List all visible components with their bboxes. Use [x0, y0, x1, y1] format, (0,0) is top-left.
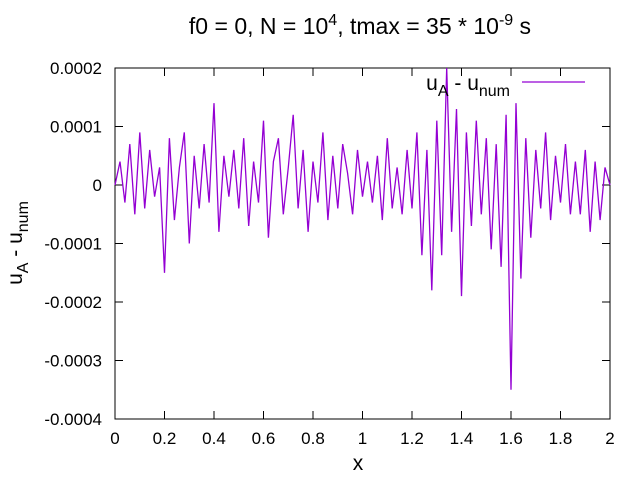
legend-sub1: A: [438, 83, 449, 100]
series-line-uA-unum: [114, 67, 611, 390]
x-tick-label: 0.4: [202, 429, 226, 448]
y-tick-label: -0.0001: [44, 235, 102, 254]
x-tick-label: 0.6: [252, 429, 276, 448]
title-middle: , tmax = 35 * 10: [337, 13, 499, 39]
title-t-exponent: -9: [499, 12, 513, 29]
x-tick-label: 0: [110, 429, 119, 448]
y-label-sub1: A: [15, 262, 32, 273]
x-tick-labels: 0 0.2 0.4 0.6 0.8 1 1.2 1.4 1.6 1.8 2: [110, 429, 614, 448]
y-label-mid: - u: [4, 232, 27, 262]
y-tick-label: -0.0004: [44, 410, 102, 429]
x-tick-label: 1.4: [450, 429, 474, 448]
y-axis-label: uA - unum: [4, 201, 32, 285]
x-tick-label: 1.6: [499, 429, 523, 448]
y-label-base1: u: [4, 273, 27, 285]
y-tick-label: 0.0002: [50, 59, 102, 78]
ticks: [114, 67, 611, 420]
y-tick-label: -0.0002: [44, 293, 102, 312]
legend-sub2: num: [479, 83, 510, 100]
legend: uA - unum: [426, 72, 585, 100]
chart-title: f0 = 0, N = 104, tmax = 35 * 10-9 s: [189, 12, 531, 39]
x-axis-label: x: [353, 452, 364, 475]
title-suffix: s: [513, 13, 531, 39]
x-tick-label: 0.2: [153, 429, 177, 448]
y-tick-labels: 0.0002 0.0001 0 -0.0001 -0.0002 -0.0003 -0.000…: [44, 59, 102, 429]
title-prefix: f0 = 0, N = 10: [189, 13, 328, 39]
y-label-sub2: num: [15, 201, 32, 232]
title-n-exponent: 4: [328, 12, 337, 29]
x-tick-label: 2: [605, 429, 614, 448]
legend-base1: u: [426, 72, 438, 95]
y-tick-label: 0: [93, 176, 102, 195]
legend-mid: - u: [449, 72, 479, 95]
x-tick-label: 1.8: [549, 429, 573, 448]
legend-label: uA - unum: [426, 72, 510, 100]
x-tick-label: 1: [358, 429, 367, 448]
y-tick-label: -0.0003: [44, 352, 102, 371]
x-tick-label: 0.8: [301, 429, 325, 448]
y-tick-label: 0.0001: [50, 118, 102, 137]
x-tick-label: 1.2: [400, 429, 424, 448]
